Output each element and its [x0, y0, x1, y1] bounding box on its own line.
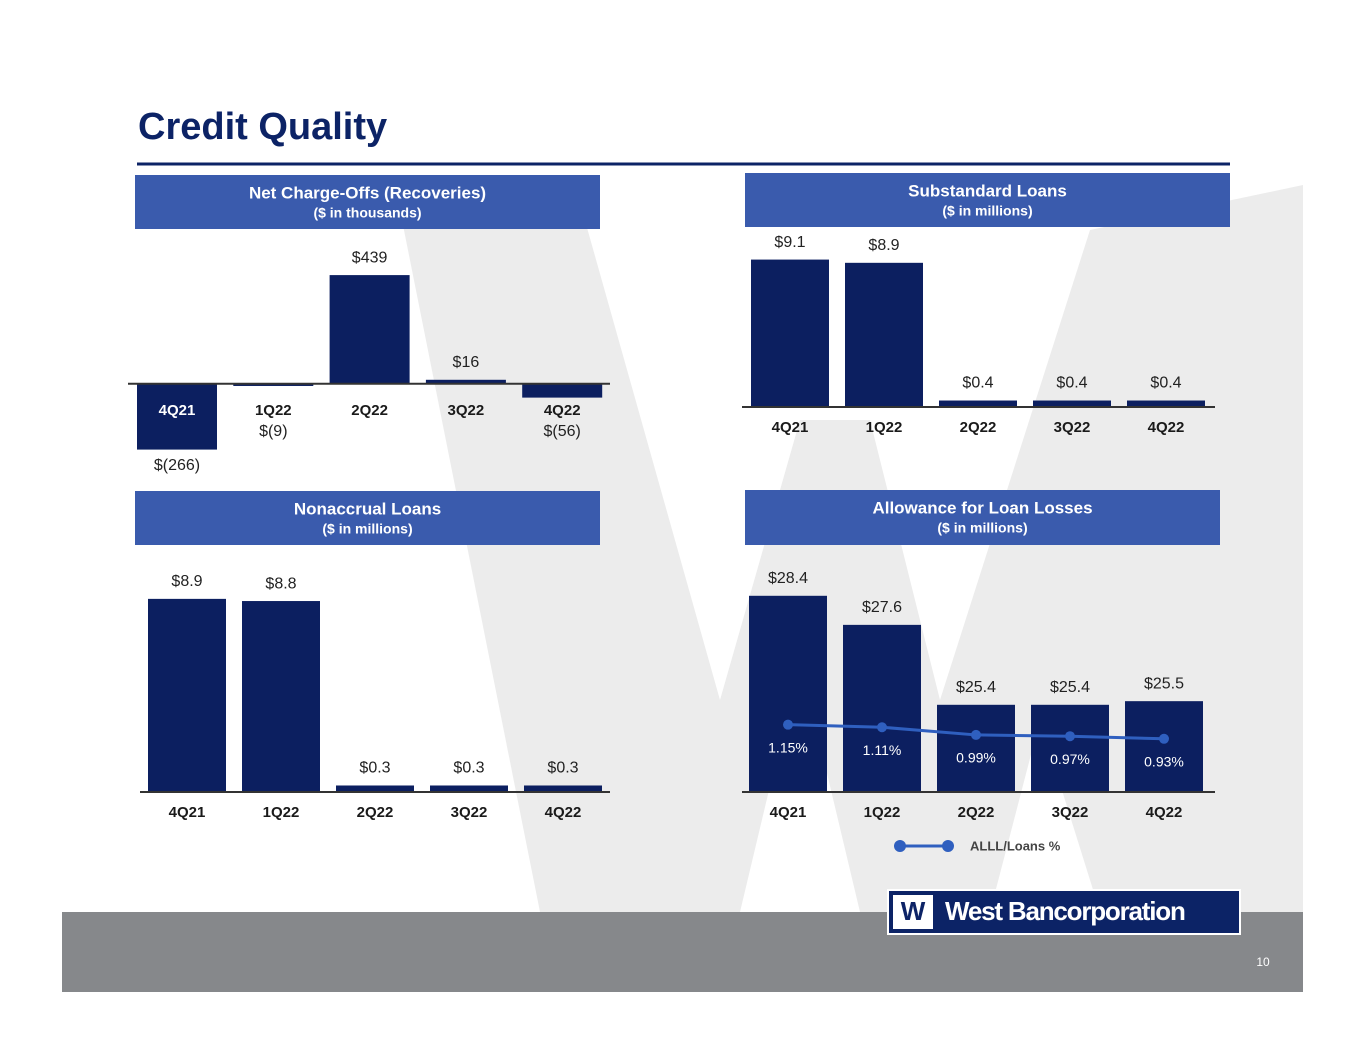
x-tick-label: 3Q22: [451, 804, 488, 821]
bar: [843, 624, 921, 792]
panel-title: Substandard Loans: [908, 181, 1067, 200]
x-tick-label: 4Q21: [159, 402, 196, 419]
x-tick-label: 3Q22: [1052, 804, 1089, 821]
x-tick-label: 4Q21: [169, 804, 206, 821]
value-label: $0.3: [359, 760, 390, 777]
bar: [939, 400, 1017, 407]
x-tick-label: 4Q22: [545, 804, 582, 821]
value-label: $0.3: [547, 760, 578, 777]
logo-square: [893, 895, 933, 929]
x-tick-label: 2Q22: [351, 402, 388, 419]
bar: [1127, 400, 1205, 407]
panel-header: [135, 175, 600, 229]
value-label: $16: [453, 354, 480, 371]
panel-subtitle: ($ in thousands): [313, 205, 421, 221]
x-tick-label: 4Q22: [544, 402, 581, 419]
value-label: $0.3: [453, 760, 484, 777]
panel-header: [135, 491, 600, 545]
bar: [1031, 704, 1109, 792]
x-tick-label: 1Q22: [866, 419, 903, 436]
x-tick-label: 1Q22: [255, 402, 292, 419]
x-tick-label: 3Q22: [448, 402, 485, 419]
value-label: $25.4: [956, 679, 996, 696]
x-tick-label: 1Q22: [864, 804, 901, 821]
value-label: $0.4: [1056, 375, 1087, 392]
line-value-label: 1.15%: [768, 739, 808, 755]
value-label: $(266): [154, 457, 200, 474]
x-tick-label: 4Q21: [770, 804, 807, 821]
line-value-label: 0.99%: [956, 750, 996, 766]
panel-subtitle: ($ in millions): [322, 521, 412, 537]
line-value-label: 0.97%: [1050, 751, 1090, 767]
logo-box: [887, 889, 1241, 935]
line-marker: [1159, 733, 1169, 744]
x-tick-label: 2Q22: [960, 419, 997, 436]
bar: [336, 785, 414, 792]
x-tick-label: 3Q22: [1054, 419, 1091, 436]
legend-marker: [942, 840, 954, 852]
x-tick-label: 4Q22: [1146, 804, 1183, 821]
bar: [524, 785, 602, 792]
panel-subtitle: ($ in millions): [942, 203, 1032, 219]
line-value-label: 1.11%: [863, 742, 902, 758]
legend-marker: [894, 840, 906, 852]
page-number: 10: [1256, 955, 1270, 969]
value-label: $0.4: [962, 375, 993, 392]
value-label: $9.1: [774, 234, 805, 251]
logo-mark: W: [901, 896, 926, 926]
bar: [937, 704, 1015, 792]
x-tick-label: 2Q22: [357, 804, 394, 821]
x-tick-label: 2Q22: [958, 804, 995, 821]
value-label: $(9): [259, 423, 287, 440]
logo: W West Bancorporation: [887, 889, 1241, 935]
value-label: $(56): [544, 423, 581, 440]
value-label: $27.6: [862, 599, 902, 616]
value-label: $25.5: [1144, 675, 1184, 692]
bar: [242, 601, 320, 792]
bar: [425, 379, 506, 384]
bar: [137, 383, 217, 450]
x-tick-label: 1Q22: [263, 804, 300, 821]
bar: [430, 785, 508, 792]
bar: [329, 275, 410, 384]
bar: [1033, 400, 1111, 407]
x-tick-label: 4Q21: [772, 419, 809, 436]
x-tick-label: 4Q22: [1148, 419, 1185, 436]
value-label: $8.9: [171, 573, 202, 590]
bar: [845, 262, 923, 407]
panel-subtitle: ($ in millions): [937, 520, 1027, 536]
panel-header: [745, 490, 1220, 545]
panel-title: Nonaccrual Loans: [294, 499, 441, 518]
value-label: $25.4: [1050, 679, 1090, 696]
value-label: $439: [352, 249, 388, 266]
bar: [522, 383, 603, 398]
line-marker: [1065, 731, 1075, 742]
value-label: $8.9: [868, 237, 899, 254]
slide-title: Credit Quality: [138, 106, 387, 148]
bar: [148, 598, 226, 792]
panel-header: [745, 173, 1230, 227]
line-marker: [971, 729, 981, 740]
panel-title: Net Charge-Offs (Recoveries): [249, 183, 486, 202]
panel-title: Allowance for Loan Losses: [872, 498, 1092, 517]
legend-label: ALLL/Loans %: [970, 838, 1061, 853]
bar: [751, 259, 829, 407]
line-marker: [877, 722, 887, 733]
bar: [233, 383, 314, 386]
bar: [1125, 701, 1203, 792]
line-value-label: 0.93%: [1144, 753, 1184, 769]
logo-text: West Bancorporation: [945, 896, 1185, 926]
line-marker: [783, 719, 793, 730]
value-label: $0.4: [1150, 375, 1181, 392]
bar: [749, 595, 827, 792]
value-label: $8.8: [265, 575, 296, 592]
value-label: $28.4: [768, 570, 808, 587]
